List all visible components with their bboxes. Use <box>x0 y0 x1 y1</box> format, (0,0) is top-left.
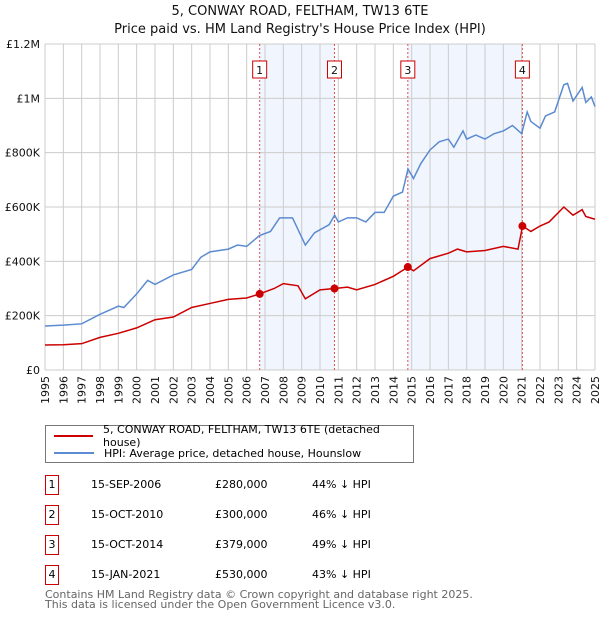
x-tick-label: 1999 <box>112 376 125 404</box>
x-tick-label: 1995 <box>39 376 52 404</box>
sale-row: 4 15-JAN-2021 £530,000 43% ↓ HPI <box>45 565 445 585</box>
hpi-line <box>44 82 596 327</box>
x-tick-label: 2019 <box>479 376 492 404</box>
x-tick-label: 2013 <box>369 376 382 404</box>
sale-number-label: 1 <box>256 64 263 77</box>
legend-item-property: 5, CONWAY ROAD, FELTHAM, TW13 6TE (detac… <box>54 423 413 449</box>
chart-title: 5, CONWAY ROAD, FELTHAM, TW13 6TE <box>171 4 429 19</box>
chart-svg: 1995 1996 1997 1998 1999 2000 2001 2002 2003 2004… <box>5 38 600 404</box>
x-tick-label: 2011 <box>332 376 345 404</box>
legend-label: 5, CONWAY ROAD, FELTHAM, TW13 6TE (detac… <box>103 423 380 449</box>
legend-swatch-blue <box>54 452 94 454</box>
sale-number-label: 2 <box>331 64 338 77</box>
x-tick-label: 2025 <box>589 376 600 404</box>
legend-swatch-red <box>54 435 94 437</box>
x-tick-label: 2004 <box>204 376 217 404</box>
legend-item-hpi: HPI: Average price, detached house, Houn… <box>54 445 361 461</box>
x-tick-label: 2000 <box>131 376 144 404</box>
sale-row: 3 15-OCT-2014 £379,000 49% ↓ HPI <box>45 535 445 555</box>
sale-number-box <box>514 60 530 79</box>
property-price-line <box>44 205 596 346</box>
y-tick-label: £1M <box>17 92 41 105</box>
y-tick-label: £0 <box>26 364 40 377</box>
x-tick-label: 2015 <box>406 376 419 404</box>
sale-number: 3 <box>45 535 59 555</box>
legend-label: HPI: Average price, detached house, Houn… <box>104 446 362 460</box>
sale-row: 2 15-OCT-2010 £300,000 46% ↓ HPI <box>45 505 445 525</box>
sale-hpi-diff: 43% ↓ HPI <box>312 568 371 581</box>
x-tick-label: 2024 <box>571 376 584 404</box>
x-tick-label: 2022 <box>534 376 547 404</box>
x-tick-label: 2001 <box>149 376 162 404</box>
sale-number-box <box>326 60 342 79</box>
sale-number-box <box>400 60 416 79</box>
sale-hpi-diff: 46% ↓ HPI <box>312 508 371 521</box>
footer-copyright: Contains HM Land Registry data © Crown c… <box>45 588 473 601</box>
sale-price: £300,000 <box>215 508 268 521</box>
sale-date: 15-OCT-2014 <box>91 538 164 551</box>
x-tick-label: 2002 <box>167 376 180 404</box>
x-tick-label: 1996 <box>57 376 70 404</box>
sale-point <box>330 284 339 293</box>
sale-price: £530,000 <box>215 568 268 581</box>
sale-point <box>403 263 412 272</box>
sale-date: 15-JAN-2021 <box>91 568 161 581</box>
y-tick-label: £200K <box>5 310 41 323</box>
sale-number-box <box>252 60 268 79</box>
sale-price: £280,000 <box>215 478 268 491</box>
x-tick-label: 2009 <box>296 376 309 404</box>
x-tick-label: 2014 <box>387 376 400 404</box>
sale-date: 15-OCT-2010 <box>91 508 164 521</box>
x-tick-label: 2003 <box>186 376 199 404</box>
sale-number-label: 3 <box>404 64 411 77</box>
sale-hpi-diff: 49% ↓ HPI <box>312 538 371 551</box>
sale-number-label: 4 <box>519 64 526 77</box>
x-tick-label: 2008 <box>277 376 290 404</box>
x-tick-label: 2021 <box>516 376 529 404</box>
sale-number: 1 <box>45 475 59 495</box>
x-tick-label: 2023 <box>552 376 565 404</box>
y-tick-label: £600K <box>5 201 41 214</box>
legend: 5, CONWAY ROAD, FELTHAM, TW13 6TE (detac… <box>45 423 414 463</box>
sale-hpi-diff: 44% ↓ HPI <box>312 478 371 491</box>
x-tick-label: 2017 <box>442 376 455 404</box>
sale-row: 1 15-SEP-2006 £280,000 44% ↓ HPI <box>45 475 445 495</box>
x-tick-label: 2006 <box>241 376 254 404</box>
sale-number: 4 <box>45 565 59 585</box>
x-tick-label: 1998 <box>94 376 107 404</box>
x-tick-label: 1997 <box>76 376 89 404</box>
y-tick-label: £400K <box>5 255 41 268</box>
y-tick-label: £800K <box>5 147 41 160</box>
x-tick-label: 2020 <box>497 376 510 404</box>
x-tick-label: 2007 <box>259 376 272 404</box>
sale-price: £379,000 <box>215 538 268 551</box>
sale-point <box>518 222 527 231</box>
sale-number: 2 <box>45 505 59 525</box>
sale-point <box>255 289 264 298</box>
x-tick-label: 2010 <box>314 376 327 404</box>
footer-licence: This data is licensed under the Open Gov… <box>45 598 396 611</box>
sale-date: 15-SEP-2006 <box>91 478 162 491</box>
chart-subtitle: Price paid vs. HM Land Registry's House … <box>114 22 486 37</box>
x-tick-label: 2012 <box>351 376 364 404</box>
x-tick-label: 2005 <box>222 376 235 404</box>
y-tick-label: £1.2M <box>6 38 40 51</box>
x-tick-label: 2018 <box>461 376 474 404</box>
x-tick-label: 2016 <box>424 376 437 404</box>
